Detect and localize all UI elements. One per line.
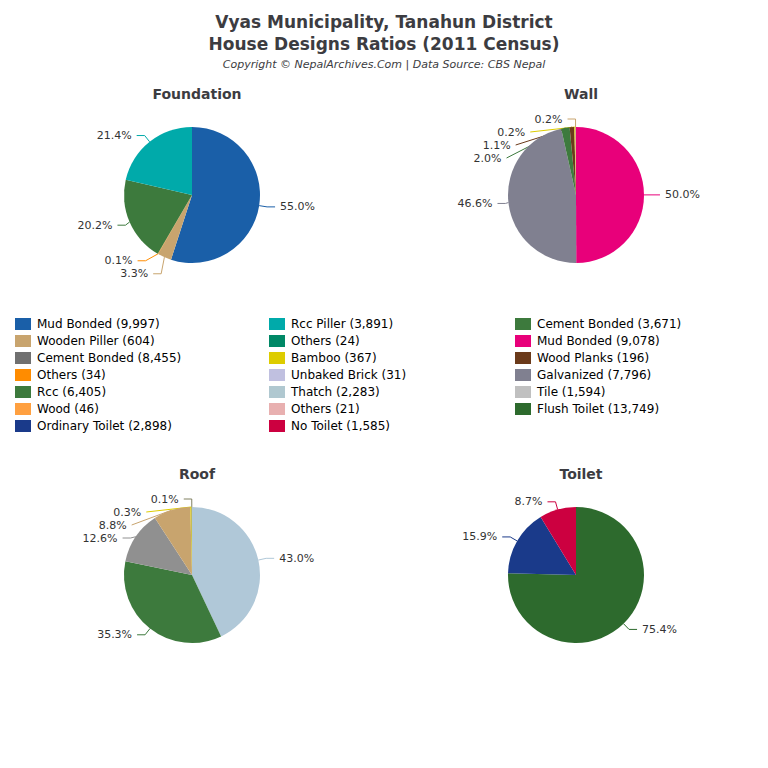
svg-text:15.9%: 15.9%	[462, 530, 497, 543]
svg-text:Thatch (2,283): Thatch (2,283)	[290, 385, 380, 399]
svg-text:2.0%: 2.0%	[474, 152, 502, 165]
svg-text:12.6%: 12.6%	[83, 532, 118, 545]
svg-text:55.0%: 55.0%	[280, 200, 315, 213]
svg-text:Flush Toilet (13,749): Flush Toilet (13,749)	[537, 402, 659, 416]
svg-text:Wooden Piller (604): Wooden Piller (604)	[37, 334, 155, 348]
svg-text:Toilet: Toilet	[559, 466, 602, 482]
svg-text:0.1%: 0.1%	[151, 493, 179, 506]
svg-text:Wood Planks (196): Wood Planks (196)	[537, 351, 649, 365]
svg-text:1.1%: 1.1%	[483, 139, 511, 152]
svg-text:75.4%: 75.4%	[642, 623, 677, 636]
svg-text:35.3%: 35.3%	[97, 628, 132, 641]
svg-text:Others (34): Others (34)	[37, 368, 106, 382]
svg-text:Copyright © NepalArchives.Com: Copyright © NepalArchives.Com | Data Sou…	[223, 58, 545, 71]
svg-text:Wall: Wall	[564, 86, 598, 102]
svg-text:Galvanized (7,796): Galvanized (7,796)	[537, 368, 651, 382]
svg-text:8.8%: 8.8%	[99, 519, 127, 532]
svg-text:3.3%: 3.3%	[120, 267, 148, 280]
svg-text:No Toilet (1,585): No Toilet (1,585)	[291, 419, 390, 433]
svg-text:House Designs Ratios (2011 Cen: House Designs Ratios (2011 Census)	[209, 34, 560, 54]
svg-text:43.0%: 43.0%	[279, 552, 314, 565]
svg-text:Wood (46): Wood (46)	[37, 402, 99, 416]
svg-text:0.2%: 0.2%	[497, 126, 525, 139]
svg-text:Others (21): Others (21)	[291, 402, 360, 416]
svg-text:0.2%: 0.2%	[535, 113, 563, 126]
svg-text:Unbaked Brick (31): Unbaked Brick (31)	[291, 368, 406, 382]
svg-text:Cement Bonded (3,671): Cement Bonded (3,671)	[537, 317, 681, 331]
svg-text:Rcc (6,405): Rcc (6,405)	[37, 385, 106, 399]
svg-text:Rcc Piller (3,891): Rcc Piller (3,891)	[291, 317, 393, 331]
svg-text:Others (24): Others (24)	[291, 334, 360, 348]
svg-text:Vyas Municipality, Tanahun Dis: Vyas Municipality, Tanahun District	[215, 12, 552, 32]
svg-text:Ordinary Toilet (2,898): Ordinary Toilet (2,898)	[37, 419, 172, 433]
svg-text:8.7%: 8.7%	[515, 495, 543, 508]
svg-text:46.6%: 46.6%	[458, 197, 493, 210]
svg-text:Foundation: Foundation	[152, 86, 241, 102]
svg-text:20.2%: 20.2%	[78, 219, 113, 232]
svg-text:Mud Bonded (9,997): Mud Bonded (9,997)	[37, 317, 160, 331]
svg-text:21.4%: 21.4%	[97, 129, 132, 142]
svg-text:0.1%: 0.1%	[105, 254, 133, 267]
svg-text:50.0%: 50.0%	[665, 188, 700, 201]
svg-text:Cement Bonded (8,455): Cement Bonded (8,455)	[37, 351, 181, 365]
svg-text:0.3%: 0.3%	[113, 506, 141, 519]
svg-text:Bamboo (367): Bamboo (367)	[291, 351, 377, 365]
svg-text:Mud Bonded (9,078): Mud Bonded (9,078)	[537, 334, 660, 348]
svg-text:Tile (1,594): Tile (1,594)	[536, 385, 606, 399]
svg-text:Roof: Roof	[179, 466, 216, 482]
